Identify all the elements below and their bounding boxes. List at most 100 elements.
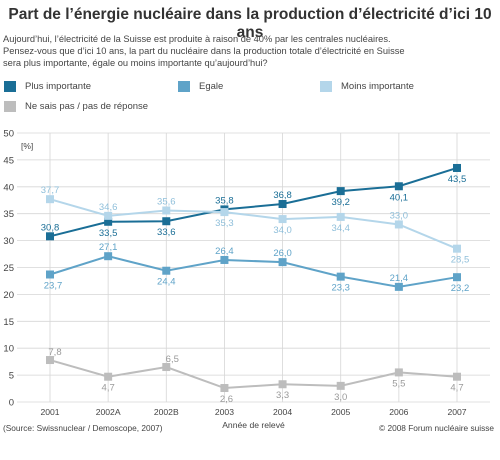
data-point-egale-2001 (46, 270, 54, 279)
intro-line-2: Pensez-vous que d’ici 10 ans, la part du… (3, 46, 405, 56)
data-label-moins-2004: 34,0 (273, 225, 292, 236)
x-tick-label-2005: 2005 (331, 407, 350, 417)
y-tick-label-30: 30 (3, 236, 14, 247)
data-label-moins-2001: 37,7 (41, 185, 60, 196)
data-point-moins-2002A (104, 211, 113, 220)
series-line-plus (49, 167, 458, 238)
data-point-moins-2007 (453, 244, 461, 253)
data-label-plus-2007: 43,5 (448, 174, 467, 185)
legend-label-egale: Egale (199, 80, 224, 92)
data-label-egale-2002A: 27,1 (99, 242, 118, 253)
x-tick-label-2007: 2007 (447, 407, 466, 417)
series-line-nsp (49, 359, 458, 390)
legend-swatch-nsp (4, 100, 16, 112)
data-point-plus-2001 (46, 232, 54, 241)
copyright-note: © 2008 Forum nucléaire suisse (379, 423, 494, 433)
legend-item-moins: Moins importante (320, 80, 414, 92)
data-label-nsp-2002B: 6,5 (166, 354, 179, 365)
data-point-moins-2004 (278, 215, 287, 224)
data-point-egale-2007 (453, 273, 461, 282)
data-point-nsp-2002B (162, 363, 171, 372)
y-tick-label-25: 25 (3, 263, 14, 274)
data-point-egale-2002B (162, 266, 171, 275)
data-point-nsp-2002A (104, 372, 113, 381)
data-label-egale-2007: 23,2 (451, 283, 470, 294)
y-tick-label-35: 35 (3, 209, 14, 220)
data-label-plus-2006: 40,1 (390, 192, 409, 203)
data-point-moins-2001 (46, 195, 54, 204)
data-label-moins-2005: 34,4 (331, 223, 350, 234)
data-label-egale-2002B: 24,4 (157, 277, 176, 288)
data-point-nsp-2004 (278, 380, 287, 389)
data-point-plus-2004 (278, 200, 287, 209)
y-tick-label-5: 5 (9, 371, 14, 382)
data-point-egale-2004 (278, 258, 287, 267)
data-label-moins-2003: 35,3 (215, 218, 234, 229)
data-point-egale-2006 (394, 282, 403, 291)
data-label-nsp-2006: 5,5 (392, 378, 405, 389)
legend-swatch-plus (4, 80, 16, 92)
data-label-nsp-2007: 4,7 (450, 383, 463, 394)
legend-item-plus: Plus importante (4, 80, 91, 92)
data-point-egale-2005 (336, 272, 345, 281)
data-label-moins-2002B: 35,6 (157, 196, 176, 207)
data-point-plus-2006 (394, 182, 403, 191)
x-tick-label-2004: 2004 (273, 407, 292, 417)
data-label-nsp-2004: 3,3 (276, 390, 289, 401)
data-point-moins-2006 (394, 220, 403, 229)
data-point-nsp-2007 (453, 372, 461, 381)
data-label-plus-2005: 39,2 (331, 197, 350, 208)
legend-item-nsp: Ne sais pas / pas de réponse (4, 100, 148, 112)
data-point-nsp-2001 (46, 356, 54, 365)
data-point-nsp-2006 (394, 368, 403, 377)
y-tick-label-15: 15 (3, 317, 14, 328)
y-axis-unit-label: [%] (21, 141, 33, 151)
data-point-moins-2003 (220, 208, 229, 217)
y-tick-label-10: 10 (3, 344, 14, 355)
data-point-nsp-2005 (336, 381, 345, 390)
y-tick-label-50: 50 (3, 129, 14, 140)
data-label-plus-2002B: 33,6 (157, 227, 176, 238)
x-axis-title: Année de relevé (222, 420, 285, 430)
intro-line-3: sera plus importante, égale ou moins imp… (3, 58, 268, 68)
data-point-plus-2007 (453, 163, 461, 172)
x-tick-label-2006: 2006 (389, 407, 408, 417)
legend-label-plus: Plus importante (25, 80, 92, 92)
data-label-moins-2006: 33,0 (390, 210, 409, 221)
data-point-plus-2002B (162, 217, 171, 226)
y-tick-label-45: 45 (3, 155, 14, 166)
legend-label-moins: Moins importante (341, 80, 414, 92)
intro-line-1: Aujourd’hui, l’électricité de la Suisse … (3, 34, 391, 44)
data-point-moins-2005 (336, 212, 345, 221)
y-tick-label-0: 0 (9, 398, 14, 409)
data-label-plus-2003: 35,8 (215, 195, 234, 206)
intro-text: Aujourd’hui, l’électricité de la Suisse … (3, 33, 497, 69)
data-point-moins-2002B (162, 206, 171, 215)
data-label-egale-2001: 23,7 (44, 280, 63, 291)
data-label-plus-2004: 36,8 (273, 190, 292, 201)
x-tick-label-2002B: 2002B (154, 407, 179, 417)
series-line-moins (49, 198, 458, 250)
data-point-plus-2005 (336, 187, 345, 196)
data-label-plus-2002A: 33,5 (99, 228, 118, 239)
x-tick-label-2001: 2001 (40, 407, 59, 417)
data-point-plus-2002A (104, 217, 113, 226)
data-label-nsp-2005: 3,0 (334, 392, 347, 403)
data-label-moins-2002A: 34,6 (99, 202, 118, 213)
y-tick-label-40: 40 (3, 182, 14, 193)
chart-title: Part de l’énergie nucléaire dans la prod… (8, 6, 492, 41)
data-label-egale-2004: 26,0 (273, 248, 292, 259)
legend-swatch-moins (320, 80, 332, 92)
data-label-egale-2005: 23,3 (331, 283, 350, 294)
legend-swatch-egale (178, 80, 190, 92)
data-label-nsp-2003: 2,6 (220, 394, 233, 405)
x-tick-label-2002A: 2002A (96, 407, 121, 417)
data-label-nsp-2002A: 4,7 (102, 383, 115, 394)
legend-label-nsp: Ne sais pas / pas de réponse (25, 100, 149, 112)
data-label-nsp-2001: 7,8 (48, 347, 61, 358)
source-note: (Source: Swissnuclear / Demoscope, 2007) (3, 423, 163, 433)
legend-item-egale: Egale (178, 80, 223, 92)
data-label-plus-2001: 30,8 (41, 222, 60, 233)
data-point-egale-2002A (104, 252, 113, 261)
